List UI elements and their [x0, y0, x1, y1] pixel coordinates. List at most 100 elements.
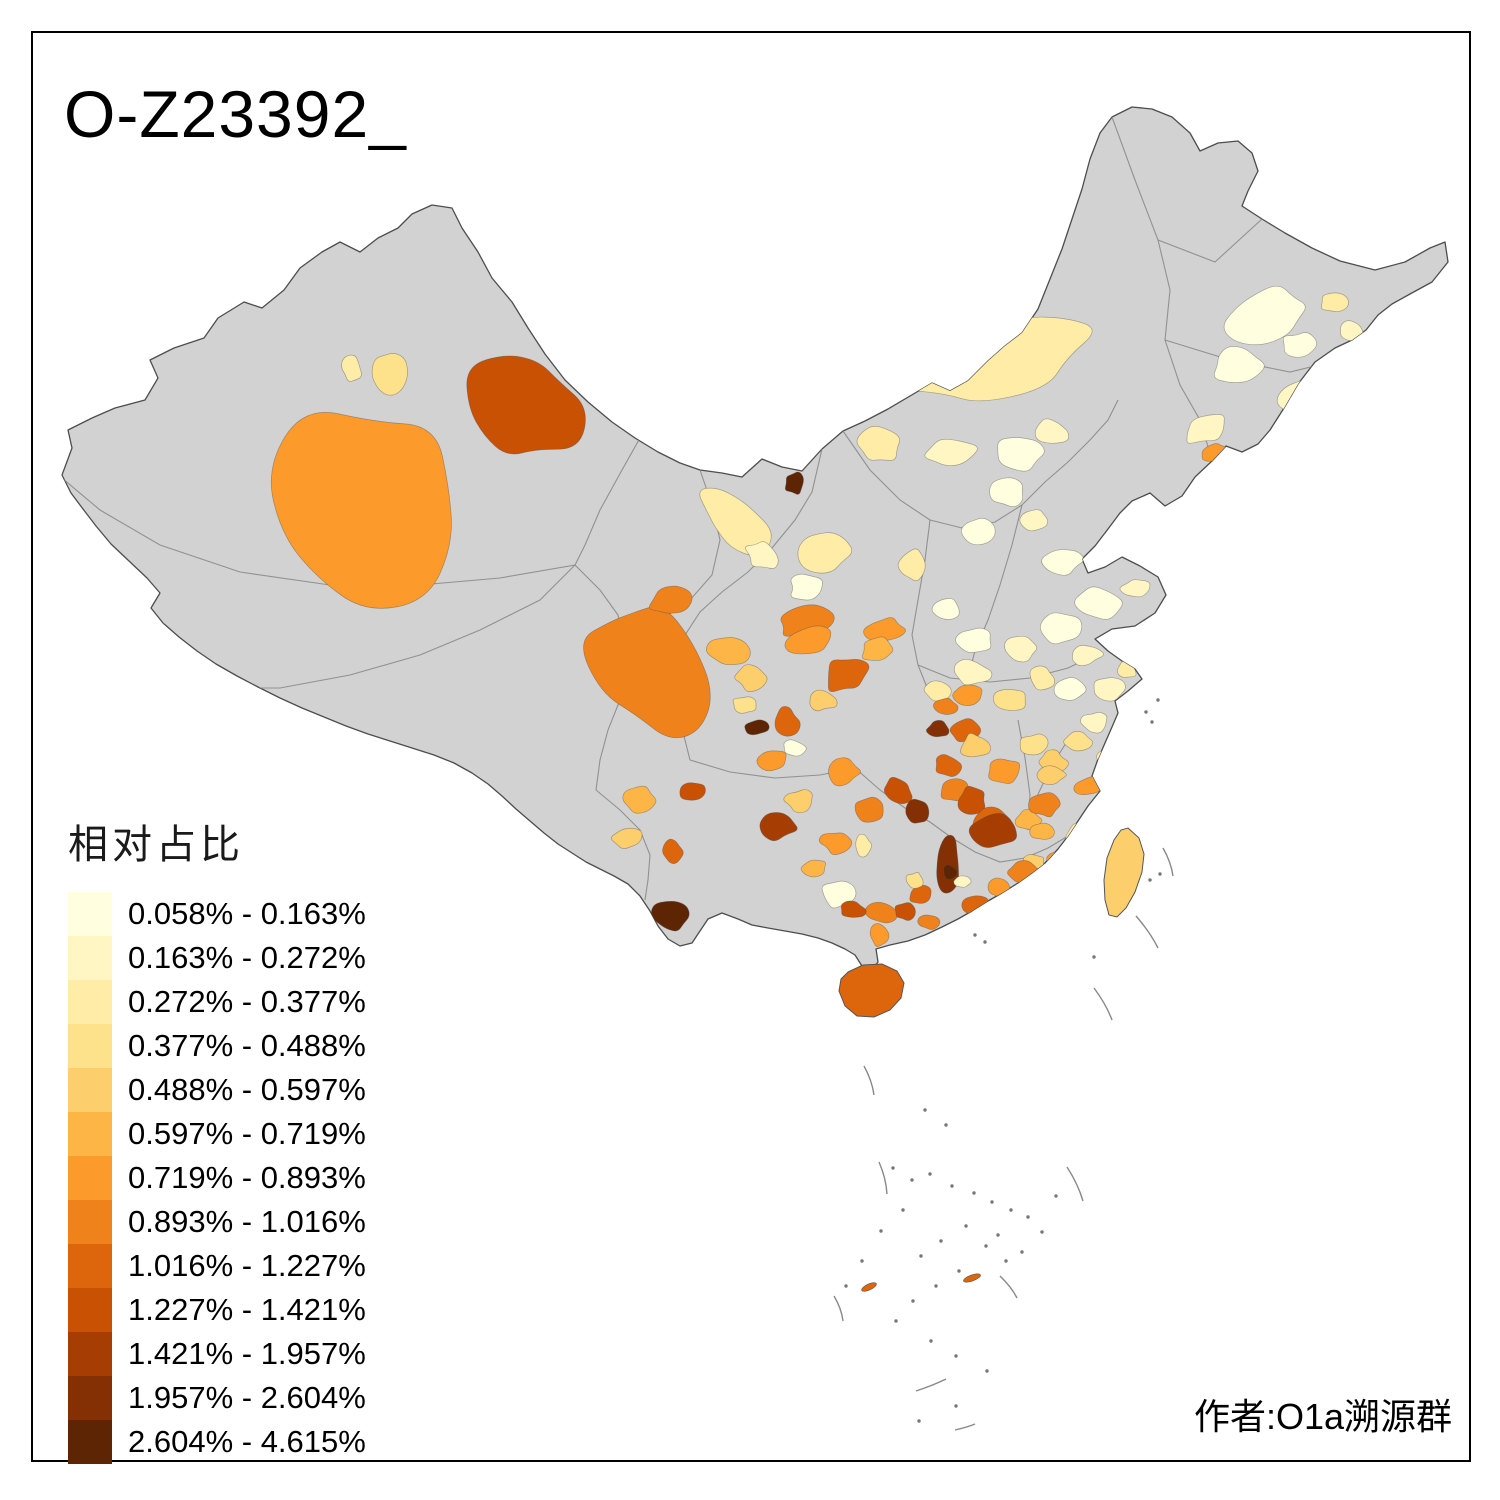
legend-row: 0.377% - 0.488% — [68, 1024, 366, 1068]
hainan-island — [838, 963, 905, 1018]
legend-row: 1.957% - 2.604% — [68, 1376, 366, 1420]
prefecture-region — [744, 719, 770, 736]
legend-swatch — [68, 1156, 112, 1200]
legend-swatch — [68, 1068, 112, 1112]
prefecture-region — [953, 658, 993, 686]
legend-rows: 0.058% - 0.163% 0.163% - 0.272% 0.272% - 0… — [68, 892, 366, 1464]
prefecture-region — [1320, 292, 1349, 312]
legend-swatch — [68, 936, 112, 980]
prefecture-region — [1019, 733, 1049, 756]
prefecture-region — [894, 902, 916, 921]
prefecture-region — [818, 832, 853, 856]
prefecture-region — [1119, 542, 1138, 558]
prefecture-region — [783, 789, 813, 814]
prefecture-region — [679, 782, 706, 801]
prefecture-region — [648, 585, 693, 614]
prefecture-region — [993, 908, 1019, 927]
legend-row: 0.163% - 0.272% — [68, 936, 366, 980]
legend-row: 0.058% - 0.163% — [68, 892, 366, 936]
legend-row: 2.604% - 4.615% — [68, 1420, 366, 1464]
prefecture-region — [1063, 731, 1094, 752]
prefecture-region — [1029, 665, 1055, 691]
prefecture-region — [797, 532, 853, 574]
legend-swatch — [68, 1420, 112, 1464]
nine-dash-line-segment — [999, 1275, 1018, 1299]
prefecture-region — [917, 914, 941, 930]
nine-dash-line-segment — [915, 1378, 947, 1392]
prefecture-region — [989, 477, 1024, 508]
prefecture-region — [1028, 792, 1061, 818]
legend-title: 相对占比 — [68, 823, 244, 867]
prefecture-region — [756, 750, 787, 772]
legend-row: 1.016% - 1.227% — [68, 1244, 366, 1288]
nine-dash-line-segment — [833, 1295, 844, 1322]
prefecture-region — [809, 689, 838, 712]
legend-swatch — [68, 1332, 112, 1376]
legend-swatch — [68, 1112, 112, 1156]
prefecture-region — [1213, 345, 1265, 383]
prefecture-region — [1039, 612, 1083, 645]
prefecture-region — [935, 754, 963, 777]
prefecture-region — [931, 598, 960, 620]
legend-row: 0.597% - 0.719% — [68, 1112, 366, 1156]
prefecture-region — [341, 354, 362, 382]
prefecture-region — [869, 923, 890, 948]
legend-label: 0.488% - 0.597% — [128, 1072, 366, 1107]
legend-label: 1.957% - 2.604% — [128, 1380, 366, 1415]
legend-label: 0.893% - 1.016% — [128, 1204, 366, 1239]
attribution-text: 作者:O1a溯源群 — [1193, 1396, 1452, 1437]
legend-swatch — [68, 1376, 112, 1420]
nine-dash-line-segment — [1066, 1166, 1084, 1202]
prefecture-region — [905, 872, 924, 889]
prefecture-region — [800, 859, 826, 878]
prefecture-region — [1223, 285, 1306, 346]
prefecture-region — [1004, 635, 1038, 663]
legend-row: 0.488% - 0.597% — [68, 1068, 366, 1112]
prefecture-region — [923, 680, 952, 702]
prefecture-region — [466, 355, 586, 455]
prefecture-region — [1028, 880, 1056, 898]
prefecture-region — [1072, 645, 1104, 667]
prefecture-region — [943, 864, 958, 880]
prefecture-region — [855, 833, 873, 858]
legend-swatch — [68, 980, 112, 1024]
prefecture-region — [1282, 332, 1317, 358]
prefecture-region — [854, 796, 884, 823]
prefecture-region — [961, 517, 996, 546]
nine-dash-line-segment — [863, 1065, 875, 1096]
legend-label: 0.377% - 0.488% — [128, 1028, 366, 1063]
legend-swatch — [68, 1288, 112, 1332]
prefecture-region — [828, 757, 861, 787]
prefecture-region — [992, 689, 1026, 711]
prefecture-region — [933, 697, 959, 715]
plot-frame — [31, 31, 1471, 1462]
prefecture-region — [784, 471, 804, 495]
prefecture-region — [790, 573, 823, 601]
legend-row: 1.421% - 1.957% — [68, 1332, 366, 1376]
prefecture-region — [1041, 549, 1084, 576]
legend-swatch — [68, 1244, 112, 1288]
prefecture-region — [1119, 579, 1151, 598]
prefecture-region — [905, 798, 930, 824]
legend-label: 1.421% - 1.957% — [128, 1336, 366, 1371]
prefecture-region — [840, 900, 867, 918]
prefecture-region — [997, 437, 1045, 472]
prefecture-region — [961, 895, 990, 917]
prefecture-region — [909, 884, 932, 904]
prefecture-region — [1036, 765, 1067, 786]
legend-label: 1.227% - 1.421% — [128, 1292, 366, 1327]
prefecture-region — [828, 659, 870, 693]
legend-label: 1.016% - 1.227% — [128, 1248, 366, 1283]
legend-row: 0.719% - 0.893% — [68, 1156, 366, 1200]
prefecture-region — [953, 875, 972, 888]
prefecture-region — [662, 838, 684, 864]
legend-label: 0.163% - 0.272% — [128, 940, 366, 975]
prefecture-region — [774, 706, 801, 737]
prefecture-region — [745, 541, 779, 569]
prefecture-region — [611, 827, 643, 849]
prefecture-region — [1029, 822, 1055, 840]
legend-label: 0.597% - 0.719% — [128, 1116, 366, 1151]
sea-islands — [833, 698, 1174, 1431]
nine-dash-line-segment — [878, 1161, 888, 1195]
prefecture-region — [734, 664, 768, 692]
